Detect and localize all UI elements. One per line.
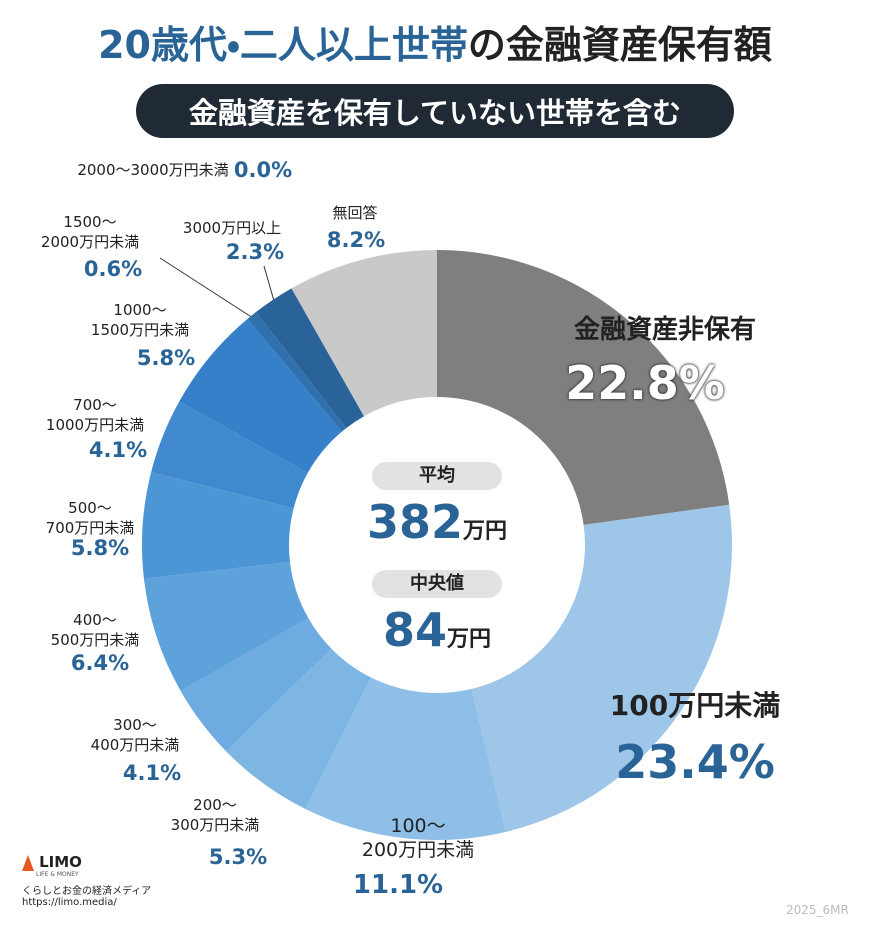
value-label: 6.4% [70,651,130,675]
value-label: 4.1% [88,438,148,462]
donut-segment [226,648,371,810]
code: 2025_6MR [786,903,849,917]
category-label: 100万円未満 [609,689,781,722]
leader-line [159,257,254,319]
title-part: 20歳代・二人以上世帯 [98,23,468,67]
title-part: の金融資産保有額 [467,23,772,67]
median: 84万円 [383,603,491,657]
value-label: 0.6% [83,257,143,281]
value-label: 2.3% [225,240,285,264]
value-label: 5.8% [136,346,196,370]
median-label: 中央値 [372,570,502,598]
donut-segment [180,618,332,752]
title: 20歳代・二人以上世帯の金融資産保有額 [0,14,870,69]
donut-segment [247,312,347,432]
category-label: 400～ 500万円未満 [50,611,140,649]
category-label: 金融資産非保有 [573,315,757,345]
logo-icon [22,854,34,871]
category-label: 300～ 400万円未満 [90,716,180,754]
mean: 382万円 [367,495,507,549]
donut-segment [143,561,309,691]
donut-segment [471,504,732,832]
unit: 万円 [447,627,492,652]
category-label: 200～ 300万円未満 [170,796,260,834]
value-label: 5.3% [208,845,268,869]
donut-segment [305,677,506,840]
category-label: 1000～ 1500万円未満 [90,301,190,339]
value-label: 0.0% [233,158,293,182]
category-label: 500～ 700万円未満 [45,499,135,537]
donut-segment [256,288,365,429]
value-label: 11.1% [352,870,444,900]
tagline: くらしとお金の経済メディア [22,886,152,897]
category-label: 700～ 1000万円未満 [45,396,145,434]
logo: LIMO LIFE & MONEY [22,852,82,878]
subtitle: 金融資産を保有していない世帯を含む [136,84,734,138]
median-value: 84 [382,603,447,657]
donut-segment [142,472,294,579]
value-label: 5.8% [70,536,130,560]
category-label: 無回答 [332,204,378,222]
donut-segment [151,401,308,509]
category-label: 2000～3000万円未満 [77,161,229,179]
logo-sub: LIFE & MONEY [36,871,79,878]
donut-segment [437,250,730,525]
value-label: 22.8% [565,356,725,410]
mean-value: 382 [366,495,464,549]
url: https://limo.media/ [22,897,117,908]
donut-segment [179,319,342,474]
unit: 万円 [463,519,508,544]
category-label: 3000万円以上 [182,219,282,237]
category-label: 100～ 200万円未満 [361,815,475,861]
value-label: 23.4% [615,735,775,789]
mean-label: 平均 [372,462,502,490]
value-label: 8.2% [326,228,386,252]
value-label: 4.1% [122,761,182,785]
donut-segment [291,250,437,417]
logo-text: LIMO [39,853,82,871]
category-label: 1500～ 2000万円未満 [40,213,140,251]
